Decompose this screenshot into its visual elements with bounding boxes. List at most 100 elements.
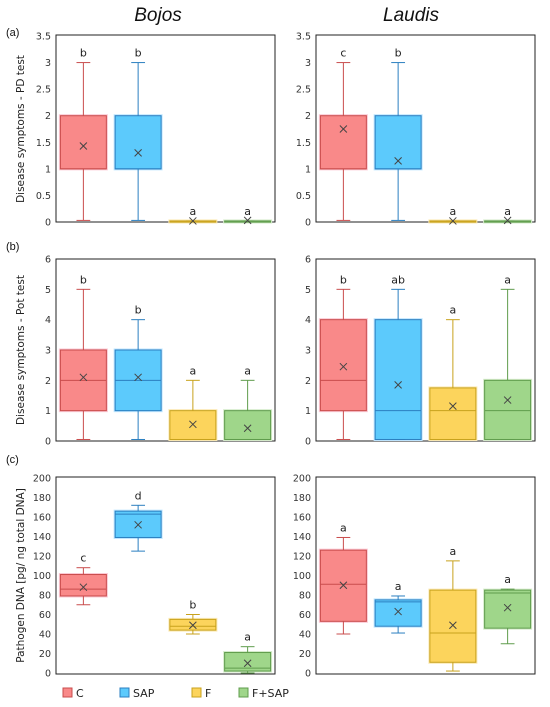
box-body <box>319 115 367 170</box>
column-title-laudis: Laudis <box>383 5 439 26</box>
box-f: a <box>168 205 218 225</box>
significance-letter: b <box>189 599 196 612</box>
box-body <box>374 599 422 627</box>
legend-swatch <box>62 687 73 698</box>
chart-panel-b-bojos: 0 1 2 3 4 5 6 Disease symptoms - Pot test b b a a <box>15 255 276 448</box>
y-tick-label: 0 <box>305 669 311 680</box>
y-tick-label: 2 <box>305 111 311 122</box>
mean-marker <box>189 420 197 429</box>
y-tick-label: 200 <box>293 474 311 485</box>
y-tick-label: 0 <box>45 218 51 229</box>
y-tick-label: 120 <box>33 552 51 563</box>
mean-marker <box>394 381 402 389</box>
significance-letter: b <box>80 273 87 286</box>
mean-marker <box>189 621 197 630</box>
y-tick-label: 3.5 <box>296 32 311 43</box>
y-tick-label: 3 <box>45 58 51 69</box>
y-tick-label: 2.5 <box>296 85 311 96</box>
legend-label: F <box>205 687 211 700</box>
significance-letter: a <box>504 205 511 218</box>
mean-marker <box>134 373 142 382</box>
box-body <box>429 387 477 440</box>
y-tick-label: 1 <box>45 164 51 175</box>
y-tick-label: 2 <box>305 376 311 387</box>
box-f-sap: a <box>483 205 533 225</box>
box-c: a <box>318 521 368 635</box>
y-tick-label: 0 <box>305 218 311 229</box>
y-tick-label: 0.5 <box>36 191 51 202</box>
y-tick-label: 180 <box>293 493 311 504</box>
chart-panel-c-bojos: 0 20 40 60 80 100 120 140 160 180 200 Pathogen DNA … <box>15 474 276 680</box>
y-tick-label: 6 <box>45 255 51 266</box>
y-tick-label: 3 <box>45 346 51 357</box>
y-tick-label: 2 <box>45 376 51 387</box>
y-tick-label: 140 <box>33 532 51 543</box>
y-tick-label: 0 <box>305 437 311 448</box>
mean-marker <box>189 217 197 225</box>
box-c: c <box>58 552 108 606</box>
box-sap: d <box>113 489 163 552</box>
mean-marker <box>339 581 348 590</box>
y-tick-label: 20 <box>39 649 51 660</box>
significance-letter: a <box>244 205 251 218</box>
mean-marker <box>134 520 142 529</box>
y-tick-label: 5 <box>305 285 311 296</box>
y-tick-label: 160 <box>293 513 311 524</box>
chart-panel-c-laudis: 0 20 40 60 80 100 120 140 160 180 200 a a a a <box>293 474 536 680</box>
y-tick-label: 20 <box>299 649 311 660</box>
y-tick-label: 160 <box>33 513 51 524</box>
box-sap: b <box>113 304 163 440</box>
chart-panel-b-laudis: 0 1 2 3 4 5 6 b ab a a <box>305 255 536 448</box>
box-f-sap: a <box>223 631 273 674</box>
significance-letter: d <box>135 489 142 502</box>
significance-letter: b <box>80 47 87 60</box>
box-f-sap: a <box>223 205 273 225</box>
mean-marker <box>243 216 252 225</box>
y-tick-label: 140 <box>293 532 311 543</box>
mean-marker <box>394 607 402 616</box>
y-tick-label: 1.5 <box>296 138 311 149</box>
mean-marker <box>134 149 142 157</box>
box-sap: b <box>113 47 163 221</box>
box-f-sap: a <box>483 273 533 441</box>
significance-letter: b <box>135 47 142 60</box>
box-f-sap: a <box>223 364 273 441</box>
box-c: b <box>318 273 368 440</box>
mean-marker <box>79 583 88 592</box>
chart-panel-a-laudis: 0 0.5 1 1.5 2 2.5 3 3.5 c b a a <box>296 32 536 229</box>
chart-panel-a-bojos: 0 0.5 1 1.5 2 2.5 3 3.5 Disease symptoms - PD te… <box>15 32 276 229</box>
mean-marker <box>449 402 457 410</box>
box-body <box>114 115 162 170</box>
significance-letter: b <box>135 304 142 317</box>
y-tick-label: 1 <box>305 406 311 417</box>
box-body <box>374 319 422 440</box>
y-tick-label: 0.5 <box>296 191 311 202</box>
box-body <box>374 115 422 170</box>
box-body <box>59 574 107 597</box>
significance-letter: a <box>450 205 457 218</box>
box-body <box>169 410 217 440</box>
box-c: c <box>318 47 368 221</box>
significance-letter: b <box>340 273 347 286</box>
box-body <box>224 652 272 672</box>
legend-swatch <box>191 687 202 698</box>
significance-letter: a <box>504 573 511 586</box>
y-tick-label: 6 <box>305 255 311 266</box>
y-tick-label: 120 <box>293 552 311 563</box>
y-tick-label: 60 <box>39 610 51 621</box>
box-sap: b <box>373 47 423 221</box>
chart-panels: 0 0.5 1 1.5 2 2.5 3 3.5 Disease symptoms - PD te… <box>15 32 536 680</box>
box-f: b <box>168 599 218 635</box>
y-tick-label: 200 <box>33 474 51 485</box>
significance-letter: a <box>244 631 251 644</box>
column-title-bojos: Bojos <box>134 5 182 26</box>
y-tick-label: 180 <box>33 493 51 504</box>
mean-marker <box>79 373 88 382</box>
y-tick-label: 5 <box>45 285 51 296</box>
mean-marker <box>243 424 252 433</box>
legend-label: C <box>76 687 84 700</box>
significance-letter: a <box>504 273 511 286</box>
y-tick-label: 2.5 <box>36 85 51 96</box>
box-body <box>319 319 367 412</box>
